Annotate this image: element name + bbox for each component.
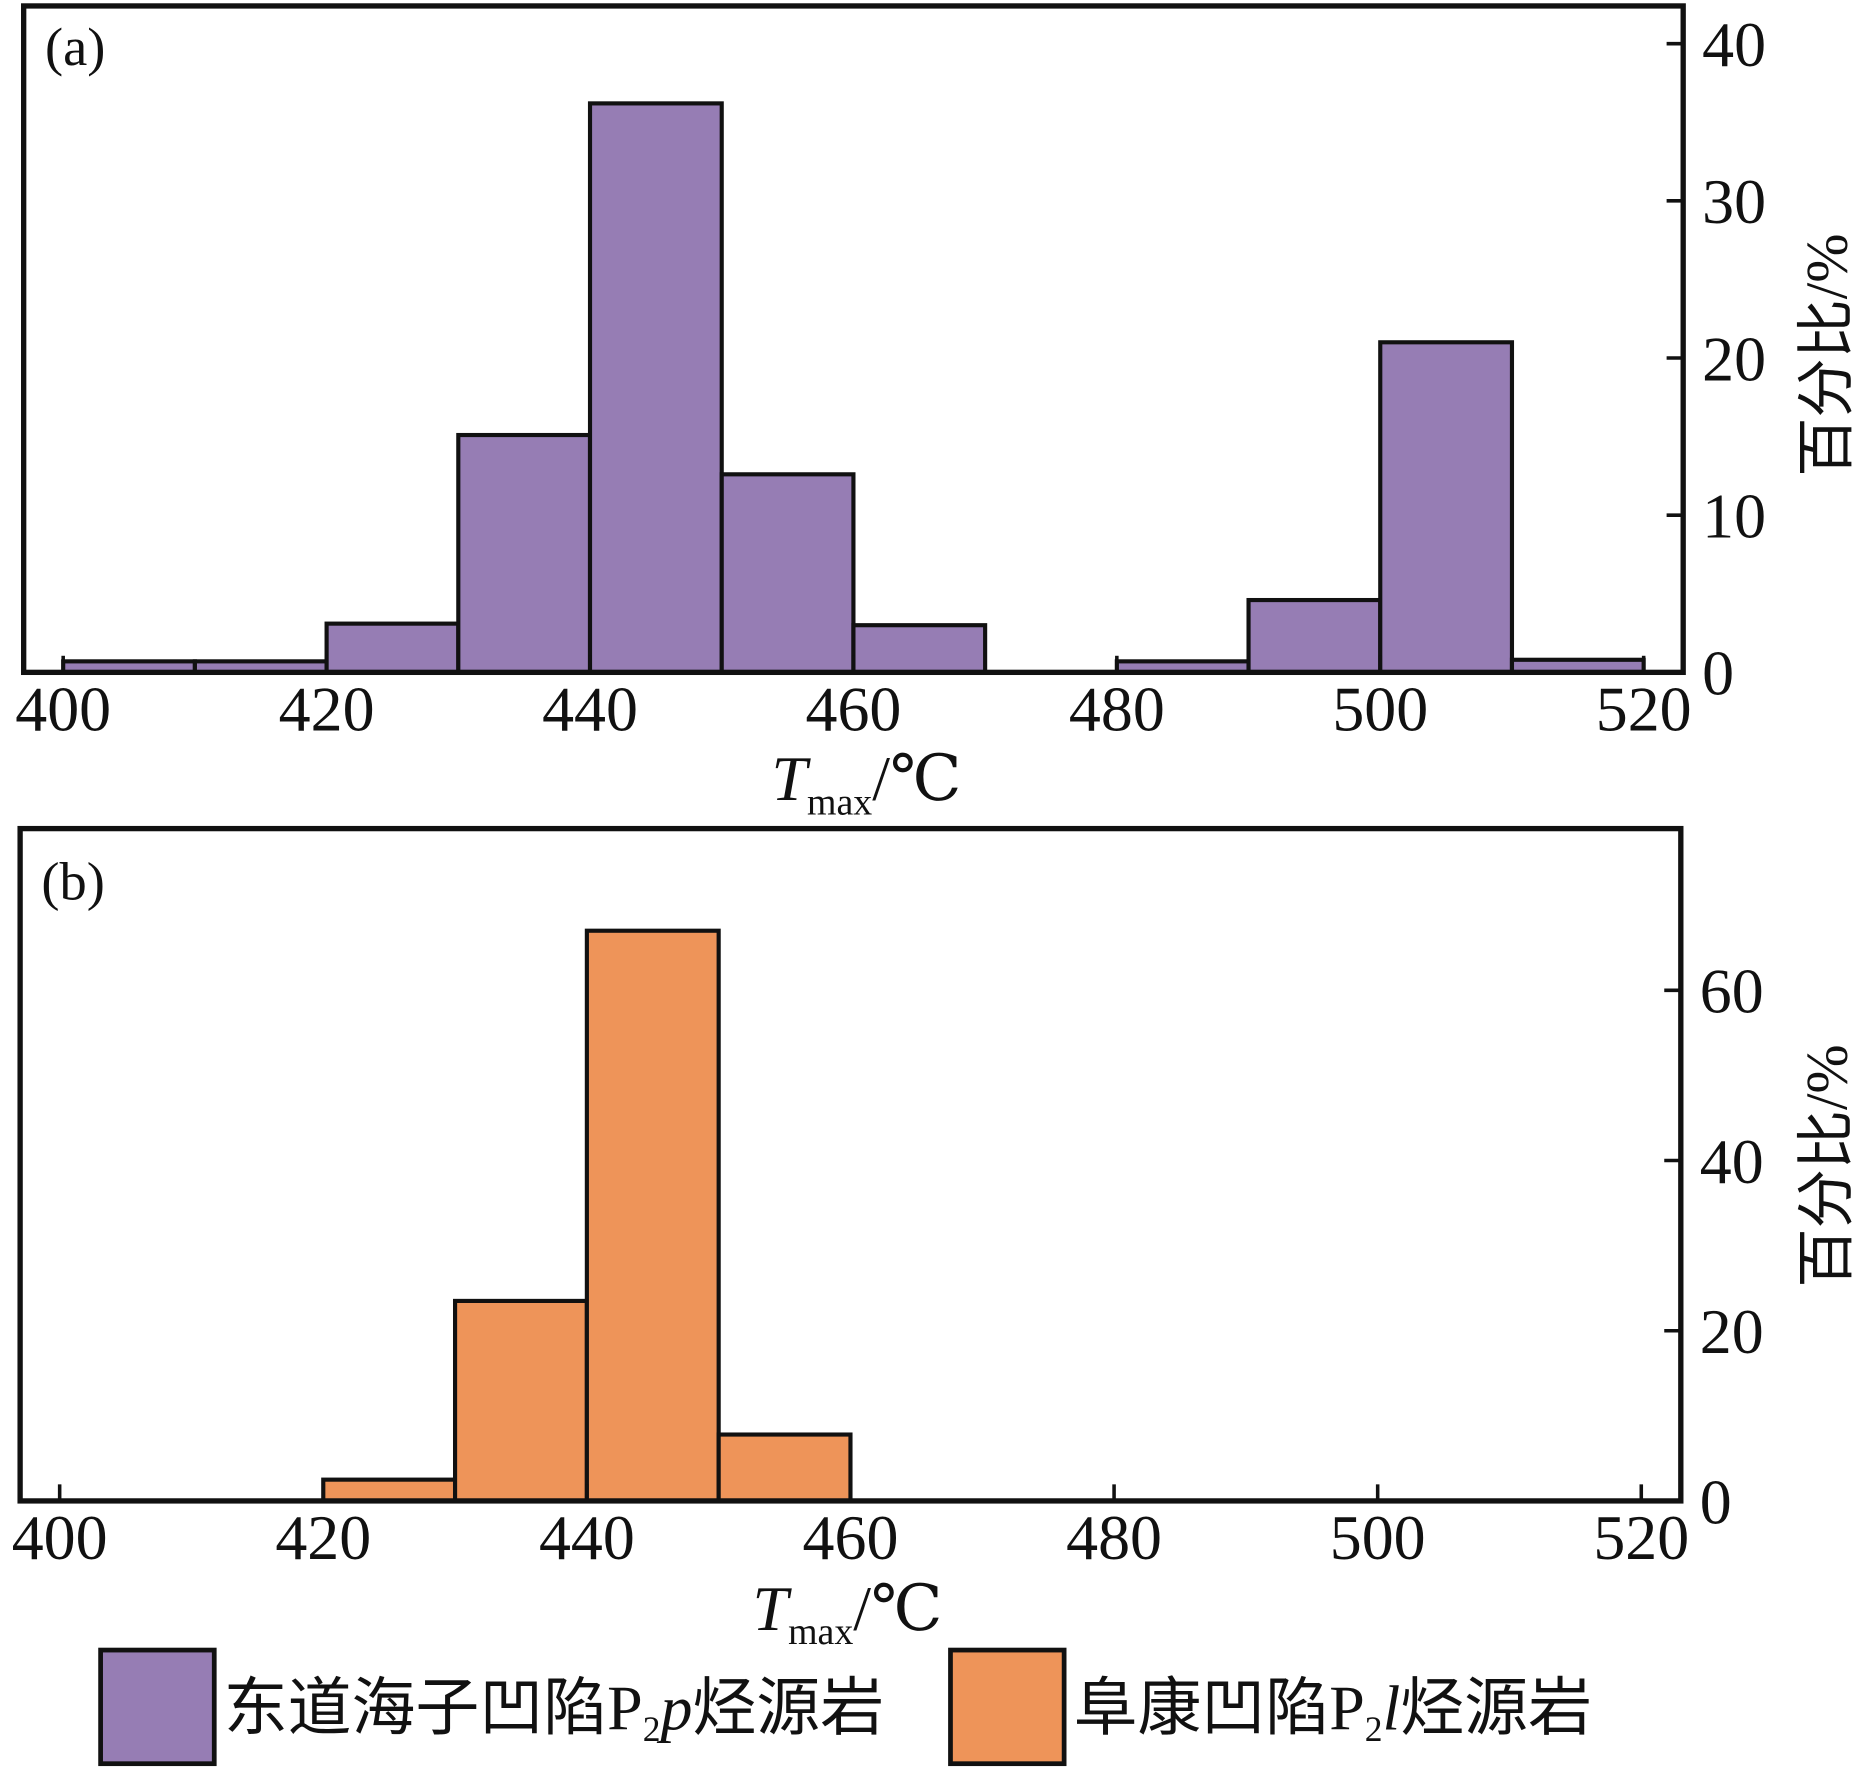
panel-a-x-tick-label: 400	[15, 673, 111, 744]
x-axis-title-symbol: T	[771, 743, 811, 814]
legend-label-prefix: 阜康凹陷P	[1074, 1672, 1365, 1743]
panel-a-x-tick-label: 520	[1596, 673, 1692, 744]
legend-label-italic: p	[656, 1672, 692, 1743]
panel-b-y-tick-label: 0	[1700, 1466, 1732, 1537]
x-axis-title-subscript: max	[807, 781, 872, 823]
panel-a-x-tick-label: 420	[279, 673, 375, 744]
x-axis-title-unit: /℃	[872, 743, 961, 814]
panel-a-x-tick-label: 480	[1069, 673, 1165, 744]
panel-a-y-tick-label: 20	[1702, 323, 1766, 394]
panel-a-y-tick-label: 0	[1702, 638, 1734, 709]
legend-swatch-orange	[948, 1647, 1067, 1767]
panel-b-y-tick-label: 60	[1700, 956, 1764, 1027]
panel-b-y-axis-title: 百分比/%	[1793, 1044, 1856, 1287]
panel-a-label: (a)	[45, 16, 105, 77]
x-axis-title-subscript: max	[788, 1611, 853, 1653]
legend-swatch-purple	[98, 1647, 217, 1767]
legend-label-subscript: 2	[1365, 1709, 1383, 1749]
panel-a-frame	[21, 3, 1686, 676]
panel-b-x-tick-label: 420	[275, 1502, 371, 1573]
legend-label-italic: l	[1383, 1672, 1401, 1743]
legend-label-prefix: 东道海子凹陷P	[224, 1672, 643, 1743]
panel-b-label: (b)	[41, 851, 104, 912]
panel-b-x-axis-title: Tmax/℃	[753, 1573, 943, 1653]
panel-b-x-tick-label: 500	[1330, 1502, 1426, 1573]
panel-b-x-tick-label: 520	[1593, 1502, 1689, 1573]
panel-a-bar-440-450	[587, 101, 724, 675]
panel-b-bars	[321, 928, 853, 1503]
legend-item-dongdaohaizi: 东道海子凹陷P2p烃源岩	[98, 1647, 884, 1767]
legend-item-fukang: 阜康凹陷P2l烃源岩	[948, 1647, 1592, 1767]
panel-b-y-tick-label: 40	[1700, 1126, 1764, 1197]
panel-a-bar-450-460	[719, 472, 856, 675]
legend-label-suffix: 烃源岩	[692, 1672, 884, 1743]
panel-b-bar-450-460	[716, 1432, 853, 1503]
panel-a-y-tick-label: 10	[1702, 481, 1766, 552]
panel-a-bar-500-510	[1378, 340, 1515, 675]
panel-b-x-tick-label: 480	[1066, 1502, 1162, 1573]
panel-b-bar-420-430	[321, 1477, 458, 1503]
panel-a-y-axis-title: 百分比/%	[1793, 234, 1856, 477]
panel-b-y-tick-label: 20	[1700, 1296, 1764, 1367]
panel-b-bar-430-440	[452, 1298, 589, 1503]
legend-label-suffix: 烃源岩	[1400, 1672, 1592, 1743]
legend-label-fukang: 阜康凹陷P2l烃源岩	[1074, 1672, 1592, 1749]
panel-a-bar-490-500	[1246, 597, 1383, 675]
panel-b-bar-440-450	[584, 928, 721, 1503]
legend-label-subscript: 2	[643, 1709, 661, 1749]
panel-a-x-axis-title: Tmax/℃	[771, 743, 961, 823]
panel-a-x-tick-label: 460	[805, 673, 901, 744]
panel-a-x-tick-label: 440	[542, 673, 638, 744]
panel-b-frame	[17, 825, 1684, 1504]
panel-a-bar-420-430	[324, 621, 461, 675]
panel-a-y-tick-label: 40	[1702, 9, 1766, 80]
legend: 东道海子凹陷P2p烃源岩 阜康凹陷P2l烃源岩	[98, 1647, 1592, 1767]
panel-b-x-tick-label: 400	[12, 1502, 108, 1573]
panel-a-bars	[61, 101, 1646, 675]
panel-b-x-tick-label: 440	[539, 1502, 635, 1573]
x-axis-title-symbol: T	[753, 1573, 793, 1644]
legend-label-dongdaohaizi: 东道海子凹陷P2p烃源岩	[224, 1672, 884, 1749]
panel-a-bar-430-440	[456, 432, 593, 675]
panel-a-y-tick-label: 30	[1702, 166, 1766, 237]
panel-b-x-tick-label: 460	[803, 1502, 899, 1573]
panel-a-x-tick-label: 500	[1332, 673, 1428, 744]
panel-a-bar-460-470	[851, 623, 988, 675]
x-axis-title-unit: /℃	[853, 1573, 942, 1644]
